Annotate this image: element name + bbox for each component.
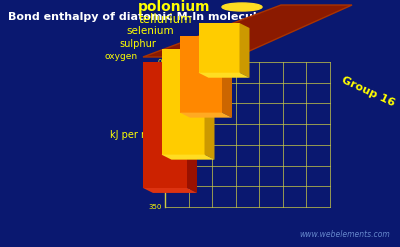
Polygon shape (240, 23, 250, 78)
Bar (198, 23, 240, 73)
Polygon shape (198, 73, 250, 78)
Polygon shape (204, 49, 214, 160)
Polygon shape (187, 62, 197, 193)
Text: kJ per mol: kJ per mol (110, 129, 160, 140)
Polygon shape (143, 5, 352, 57)
Text: 350: 350 (149, 204, 162, 210)
Text: tellurium: tellurium (138, 13, 192, 26)
Text: Group 16: Group 16 (340, 75, 396, 109)
Text: 300: 300 (148, 183, 162, 189)
Text: www.webelements.com: www.webelements.com (299, 230, 390, 239)
Text: 150: 150 (149, 121, 162, 127)
Text: selenium: selenium (126, 26, 174, 36)
Bar (143, 62, 187, 188)
Text: 200: 200 (149, 142, 162, 148)
Text: Bond enthalpy of diatomic M-In molecules: Bond enthalpy of diatomic M-In molecules (8, 12, 271, 22)
Text: polonium: polonium (138, 0, 210, 14)
Text: 100: 100 (148, 101, 162, 106)
Text: sulphur: sulphur (119, 39, 156, 49)
Bar (180, 36, 222, 113)
Text: 250: 250 (149, 163, 162, 168)
Polygon shape (143, 188, 197, 193)
Polygon shape (180, 113, 232, 118)
Polygon shape (222, 36, 232, 118)
Bar (162, 49, 204, 155)
Text: 50: 50 (153, 80, 162, 86)
Text: 0: 0 (158, 59, 162, 65)
Ellipse shape (222, 3, 262, 11)
Text: oxygen: oxygen (105, 52, 138, 61)
Polygon shape (162, 155, 214, 160)
